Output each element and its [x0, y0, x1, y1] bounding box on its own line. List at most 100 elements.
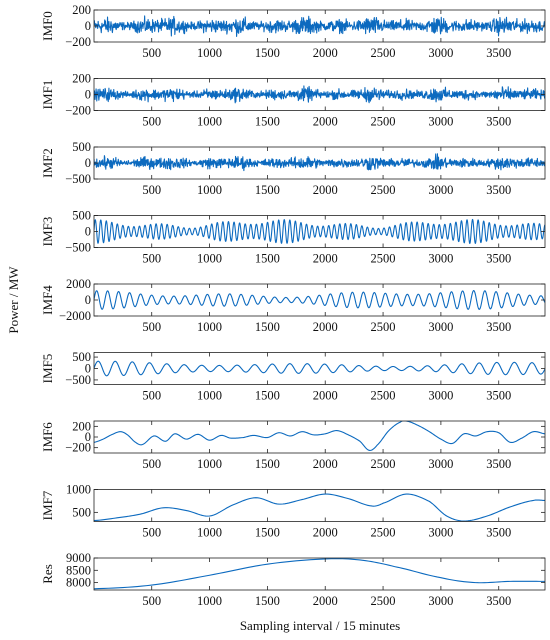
x-tick-label: 2500	[371, 594, 396, 608]
y-tick-label: 200	[72, 3, 91, 17]
y-tick-label: 0	[85, 19, 91, 33]
x-tick-label: 3500	[486, 320, 511, 334]
x-tick-label: 2000	[313, 320, 338, 334]
x-tick-label: 1500	[255, 46, 280, 60]
y-tick-label: −500	[65, 373, 91, 387]
x-tick-label: 1000	[197, 320, 222, 334]
y-tick-label: −200	[65, 104, 91, 118]
y-tick-label: −200	[65, 35, 91, 49]
x-tick-label: 3000	[428, 594, 453, 608]
x-tick-label: 3500	[486, 594, 511, 608]
x-tick-label: 1000	[197, 183, 222, 197]
x-tick-label: 2000	[313, 457, 338, 471]
x-tick-label: 3500	[486, 252, 511, 266]
panel-label: IMF1	[40, 80, 55, 110]
panel-imf4: 2000 0 −2000 500 1000 1500 2000 2500 3000 3500 IMF…	[40, 277, 546, 334]
panel-imf7: 1000 500 500 1000 1500 2000 2500 3000 3500 IMF7	[40, 483, 546, 540]
y-tick-label: 0	[85, 88, 91, 102]
series-line-imf0	[94, 15, 545, 37]
x-tick-label: 1500	[255, 594, 280, 608]
x-tick-label: 3500	[486, 115, 511, 129]
panel-label: IMF0	[40, 11, 55, 41]
x-tick-label: 3000	[428, 183, 453, 197]
panel-label: IMF5	[40, 354, 55, 384]
x-tick-label: 500	[142, 389, 161, 403]
x-tick-label: 3000	[428, 457, 453, 471]
x-tick-label: 2000	[313, 115, 338, 129]
y-tick-label: −200	[65, 441, 91, 455]
x-tick-label: 1000	[197, 389, 222, 403]
x-tick-label: 3000	[428, 320, 453, 334]
panel-label: IMF7	[40, 490, 55, 520]
x-tick-label: 1500	[255, 320, 280, 334]
y-tick-label: 0	[85, 225, 91, 239]
x-tick-label: 500	[142, 252, 161, 266]
y-tick-label: 8500	[66, 563, 91, 577]
x-tick-label: 2500	[371, 457, 396, 471]
x-tick-label: 2000	[313, 526, 338, 540]
series-line-res	[94, 558, 545, 590]
x-tick-label: 2500	[371, 115, 396, 129]
x-tick-label: 1000	[197, 594, 222, 608]
panel-frame	[93, 352, 546, 385]
x-tick-label: 2000	[313, 46, 338, 60]
x-tick-label: 2500	[371, 252, 396, 266]
y-tick-label: 200	[72, 419, 91, 433]
panel-frame	[93, 283, 546, 317]
x-tick-label: 3000	[428, 526, 453, 540]
y-tick-label: 500	[72, 209, 91, 223]
panel-label: IMF2	[40, 148, 55, 178]
x-tick-label: 2500	[371, 320, 396, 334]
x-tick-label: 3500	[486, 457, 511, 471]
x-tick-label: 3000	[428, 46, 453, 60]
series-line-imf4	[94, 290, 545, 310]
x-tick-label: 2000	[313, 389, 338, 403]
x-tick-label: 1500	[255, 115, 280, 129]
x-tick-label: 3000	[428, 252, 453, 266]
x-tick-label: 500	[142, 183, 161, 197]
series-line-imf1	[94, 85, 545, 104]
x-tick-label: 2000	[313, 252, 338, 266]
x-tick-label: 500	[142, 115, 161, 129]
panel-imf2: 500 0 −500 500 1000 1500 2000 2500 3000 3500 IMF2	[40, 140, 546, 197]
x-tick-label: 500	[142, 526, 161, 540]
y-tick-label: 8000	[66, 576, 91, 590]
series-line-imf6	[94, 421, 545, 451]
x-tick-label: 1500	[255, 252, 280, 266]
x-tick-label: 1000	[197, 526, 222, 540]
x-tick-label: 500	[142, 457, 161, 471]
y-tick-label: 0	[85, 430, 91, 444]
x-tick-label: 1500	[255, 183, 280, 197]
panel-frame	[93, 489, 546, 522]
x-tick-label: 1500	[255, 457, 280, 471]
panel-frame	[93, 557, 546, 591]
series-line-imf7	[94, 493, 545, 522]
y-tick-label: 1000	[66, 483, 91, 497]
x-tick-label: 3500	[486, 183, 511, 197]
x-tick-label: 1000	[197, 252, 222, 266]
x-tick-label: 2500	[371, 46, 396, 60]
series-line-imf5	[94, 360, 545, 377]
x-tick-label: 3500	[486, 526, 511, 540]
x-tick-label: 3000	[428, 389, 453, 403]
y-tick-label: 0	[85, 293, 91, 307]
x-tick-label: 2000	[313, 183, 338, 197]
x-tick-label: 2500	[371, 389, 396, 403]
panel-imf3: 500 0 −500 500 1000 1500 2000 2500 3000 3500 IMF3	[40, 209, 546, 266]
panel-label: IMF6	[40, 422, 55, 452]
x-tick-label: 1000	[197, 457, 222, 471]
x-tick-label: 3000	[428, 115, 453, 129]
x-tick-label: 1000	[197, 46, 222, 60]
x-tick-label: 500	[142, 320, 161, 334]
x-tick-label: 3500	[486, 46, 511, 60]
x-tick-label: 2500	[371, 183, 396, 197]
x-tick-label: 2000	[313, 594, 338, 608]
y-tick-label: 2000	[66, 277, 91, 291]
series-line-imf3	[94, 218, 545, 245]
x-tick-label: 2500	[371, 526, 396, 540]
